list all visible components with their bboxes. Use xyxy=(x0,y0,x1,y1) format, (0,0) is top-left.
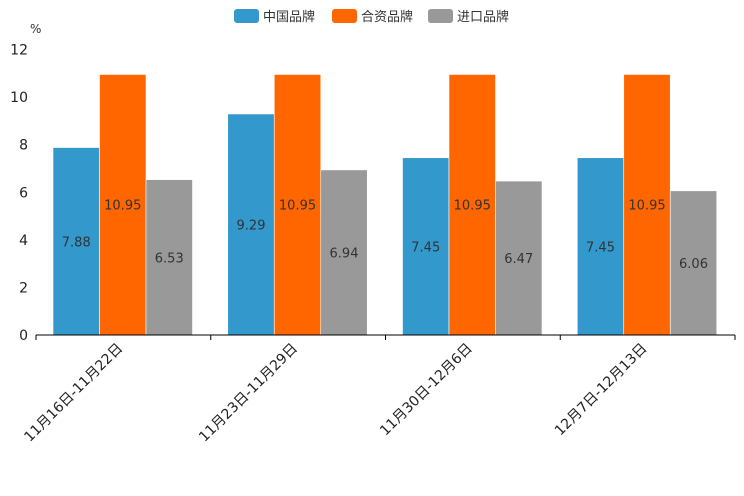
bar xyxy=(448,74,496,336)
data-label: 10.95 xyxy=(628,199,665,214)
legend-item: 进口品牌 xyxy=(428,9,509,25)
data-label: 7.45 xyxy=(411,240,440,255)
y-tick-label: 4 xyxy=(19,233,28,249)
x-tick-label: 11月23日-11月29日 xyxy=(196,341,301,446)
x-axis: 11月16日-11月22日 11月23日-11月29日 11月30日-12月6日 12… xyxy=(21,334,736,446)
y-tick-label: 0 xyxy=(19,328,28,344)
bar xyxy=(320,169,368,336)
legend: 中国品牌 合资品牌 进口品牌 xyxy=(234,9,509,25)
legend-item: 合资品牌 xyxy=(332,9,413,25)
bar-group: 9.29 10.95 6.94 xyxy=(227,74,368,336)
legend-swatch xyxy=(234,9,259,23)
bar xyxy=(227,113,275,336)
bar-group: 7.45 10.95 6.47 xyxy=(402,74,543,336)
legend-item: 中国品牌 xyxy=(234,9,315,25)
legend-label: 中国品牌 xyxy=(263,9,315,25)
data-label: 10.95 xyxy=(104,199,141,214)
data-label: 7.88 xyxy=(62,235,91,250)
x-tick-label: 11月16日-11月22日 xyxy=(21,341,126,446)
bar xyxy=(273,74,322,336)
y-axis-unit-label: % xyxy=(30,22,41,36)
data-label: 10.95 xyxy=(454,199,491,214)
legend-label: 合资品牌 xyxy=(361,9,413,25)
y-tick-label: 12 xyxy=(10,43,28,59)
data-label: 6.06 xyxy=(679,257,708,272)
legend-swatch xyxy=(332,9,357,23)
bar-group: 7.88 10.95 6.53 xyxy=(52,74,193,336)
bar-group: 7.45 10.95 6.06 xyxy=(576,74,718,336)
y-axis: 0 2 4 6 8 10 12 xyxy=(10,43,28,345)
y-tick-label: 8 xyxy=(19,138,28,154)
bar xyxy=(669,190,718,336)
bar xyxy=(576,157,625,336)
data-label: 9.29 xyxy=(237,218,266,233)
data-label: 6.94 xyxy=(330,246,359,261)
data-label: 6.47 xyxy=(504,252,533,267)
y-tick-label: 2 xyxy=(19,280,28,296)
data-label: 10.95 xyxy=(279,199,316,214)
data-label: 6.53 xyxy=(155,251,184,266)
y-tick-label: 6 xyxy=(19,185,28,201)
y-tick-label: 10 xyxy=(10,90,28,106)
legend-label: 进口品牌 xyxy=(457,9,509,25)
bar xyxy=(145,179,193,336)
x-tick-label: 11月30日-12月6日 xyxy=(377,341,476,440)
data-label: 7.45 xyxy=(586,240,615,255)
bar xyxy=(99,74,147,336)
x-tick-label: 12月7日-12月13日 xyxy=(552,341,651,440)
bar xyxy=(52,147,100,336)
legend-swatch xyxy=(428,9,453,23)
